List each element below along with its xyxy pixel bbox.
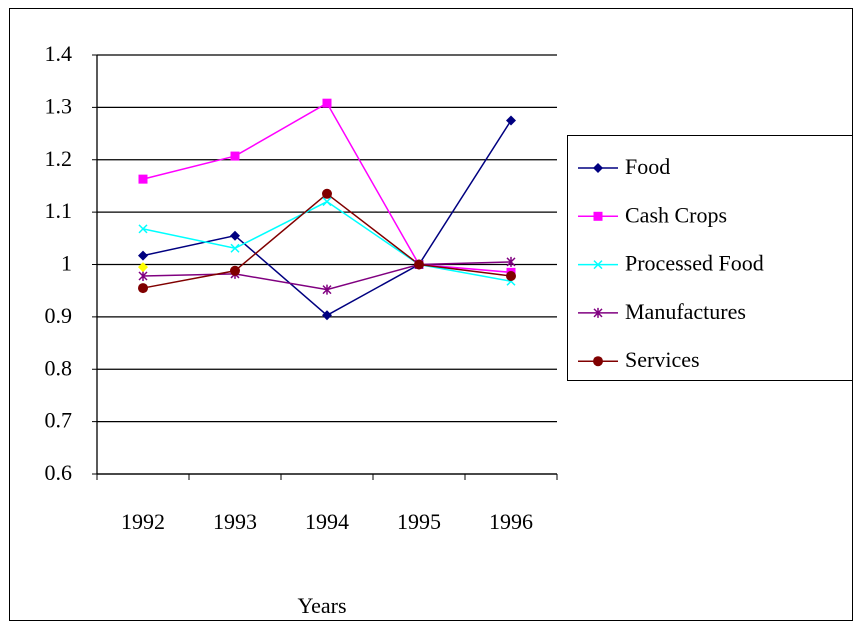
marker: [138, 271, 148, 282]
x-axis-label: Years: [297, 593, 346, 618]
x-tick-label: 1993: [213, 509, 257, 534]
legend-label: Manufactures: [625, 299, 746, 324]
y-tick-label: 0.7: [45, 408, 73, 433]
x-tick-label: 1992: [121, 509, 165, 534]
y-tick-label: 0.8: [45, 355, 73, 380]
marker: [230, 151, 240, 161]
legend-label: Processed Food: [625, 251, 764, 276]
marker: [506, 271, 516, 282]
legend-label: Cash Crops: [625, 202, 727, 227]
y-tick-label: 1: [61, 251, 72, 276]
marker: [593, 163, 603, 173]
marker: [593, 307, 603, 318]
y-tick-label: 1.2: [45, 146, 73, 171]
y-tick-label: 0.6: [45, 460, 73, 485]
y-tick-label: 1.3: [45, 93, 73, 118]
x-tick-label: 1995: [397, 509, 441, 534]
x-tick-label: 1996: [489, 509, 533, 534]
y-tick-label: 1.4: [45, 41, 73, 66]
marker: [414, 259, 424, 270]
marker: [322, 188, 332, 199]
legend-label: Services: [625, 347, 700, 372]
legend-box: [567, 135, 853, 381]
marker: [593, 260, 603, 270]
marker: [230, 243, 240, 253]
marker: [506, 256, 516, 267]
marker: [138, 174, 148, 184]
marker: [138, 224, 148, 234]
legend: Food Cash Crops Processed Food Manufactures…: [567, 135, 853, 381]
marker: [322, 197, 332, 207]
marker: [230, 230, 240, 241]
marker: [230, 265, 240, 276]
marker: [322, 310, 332, 321]
marker: [138, 283, 148, 294]
y-tick-label: 1.1: [45, 198, 73, 223]
marker: [138, 250, 148, 261]
marker: [593, 211, 603, 221]
y-tick-label: 0.9: [45, 303, 73, 328]
marker: [322, 98, 332, 108]
marker: [506, 115, 516, 126]
legend-label: Food: [625, 154, 670, 179]
marker: [322, 284, 332, 295]
marker: [593, 356, 603, 367]
x-tick-label: 1994: [305, 509, 349, 534]
marker: [138, 262, 148, 273]
